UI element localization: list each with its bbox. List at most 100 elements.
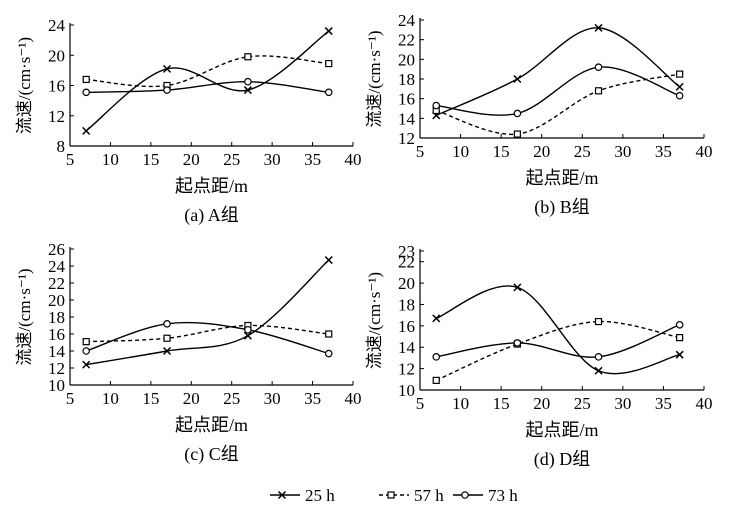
chart-panel: 5 10 15 20 25 30 35 4012141618202224起点距/m流速/(cm… (365, 11, 713, 218)
x-tick-label: 35 (655, 142, 672, 161)
y-tick-label: 14 (48, 342, 66, 361)
series-line-25h (435, 27, 681, 117)
data-point-73h (675, 91, 684, 100)
data-point-25h (324, 256, 333, 265)
data-point-57h (163, 334, 171, 342)
y-tick-label: 18 (398, 295, 415, 314)
panel-caption: (b) B组 (534, 197, 590, 218)
data-point-73h (324, 349, 333, 358)
data-point-25h (513, 283, 522, 292)
data-point-57h (676, 70, 684, 78)
panel-caption: (c) C组 (184, 444, 238, 465)
y-tick-label: 12 (398, 360, 415, 379)
x-tick-label: 25 (574, 142, 591, 161)
x-tick-label: 30 (614, 394, 631, 413)
data-point-73h (513, 109, 522, 118)
x-tick-label: 20 (183, 150, 200, 169)
series-line-25h (85, 30, 330, 132)
y-tick-label: 10 (48, 376, 65, 395)
y-axis-label: 流速/(cm·s⁻¹) (15, 37, 34, 134)
y-tick-label: 23 (398, 242, 415, 261)
y-tick-label: 18 (398, 70, 415, 89)
y-tick-label: 8 (57, 137, 66, 156)
x-axis-label: 起点距/m (525, 168, 598, 188)
x-tick-label: 35 (655, 394, 672, 413)
series-line-73h (436, 66, 680, 116)
data-point-73h (82, 88, 90, 97)
x-tick-label: 40 (345, 389, 362, 408)
y-tick-label: 20 (398, 50, 415, 69)
series-line-73h (436, 324, 680, 358)
series-line-25h (86, 259, 330, 366)
data-point-73h (432, 353, 441, 361)
series-line-73h (85, 321, 329, 355)
x-tick-label: 5 (416, 394, 425, 413)
x-tick-label: 15 (493, 394, 510, 413)
data-point-25h (82, 360, 91, 369)
y-tick-label: 16 (398, 90, 415, 109)
y-tick-label: 20 (398, 274, 415, 293)
data-point-57h (513, 130, 521, 138)
y-tick-label: 12 (48, 359, 65, 378)
x-tick-label: 20 (183, 389, 200, 408)
x-tick-label: 30 (264, 150, 281, 169)
series-line-57h (436, 73, 680, 136)
y-axis-label: 流速/(cm·s⁻¹) (365, 272, 384, 369)
x-axis-label: 起点距/m (525, 420, 598, 440)
y-tick-label: 12 (48, 107, 65, 126)
x-tick-label: 35 (304, 389, 321, 408)
x-tick-label: 40 (345, 150, 362, 169)
chart-panel: 5 10 15 20 25 30 35 40 8 12 16 20 24 起点距/m 流速/(cm·s⁻¹)… (15, 16, 362, 226)
panel-caption: (d) D组 (534, 449, 591, 470)
data-point-25h (594, 23, 603, 32)
y-tick-label: 14 (398, 109, 416, 128)
x-tick-label: 40 (696, 394, 713, 413)
legend-marker (387, 491, 395, 499)
data-point-73h (82, 347, 90, 355)
x-tick-label: 20 (533, 142, 550, 161)
x-tick-label: 5 (416, 142, 425, 161)
x-axis-label: 起点距/m (175, 176, 248, 196)
data-point-25h (675, 82, 684, 91)
x-axis-label: 起点距/m (175, 415, 248, 435)
y-tick-label: 24 (48, 257, 66, 276)
y-axis-label: 流速/(cm·s⁻¹) (365, 30, 384, 127)
data-point-25h (513, 74, 522, 84)
x-tick-label: 30 (264, 389, 281, 408)
data-point-73h (675, 320, 684, 329)
data-point-57h (676, 334, 684, 342)
data-point-25h (82, 126, 91, 135)
y-tick-label: 16 (398, 317, 415, 336)
data-point-57h (432, 376, 440, 384)
legend-label: 57 h (414, 486, 444, 505)
data-point-57h (82, 75, 90, 84)
x-tick-label: 10 (452, 394, 469, 413)
data-point-73h (432, 101, 441, 110)
data-point-25h (162, 64, 172, 73)
y-tick-label: 10 (398, 381, 415, 400)
data-point-57h (325, 330, 333, 338)
y-tick-label: 26 (48, 240, 65, 259)
x-tick-label: 25 (223, 389, 240, 408)
data-point-57h (244, 53, 252, 61)
data-point-73h (594, 353, 603, 361)
y-tick-label: 16 (48, 325, 65, 344)
chart-panel: 5 10 15 20 25 30 35 401012141618202223起点距/m流速/(… (365, 242, 713, 470)
data-point-73h (594, 63, 603, 71)
data-point-25h (243, 86, 252, 95)
y-tick-label: 24 (48, 16, 66, 35)
y-axis-label: 流速/(cm·s⁻¹) (15, 268, 34, 365)
data-point-25h (432, 314, 441, 323)
legend: 25 h 57 h 73 h (270, 486, 518, 505)
series-line-25h (435, 285, 680, 375)
data-point-25h (162, 346, 172, 356)
data-point-57h (594, 317, 603, 326)
x-tick-label: 35 (304, 150, 321, 169)
data-point-73h (324, 88, 333, 97)
y-tick-label: 20 (48, 46, 65, 65)
legend-label: 25 h (305, 486, 335, 505)
data-point-73h (163, 319, 171, 328)
y-tick-label: 18 (48, 308, 65, 327)
x-tick-label: 30 (614, 142, 631, 161)
